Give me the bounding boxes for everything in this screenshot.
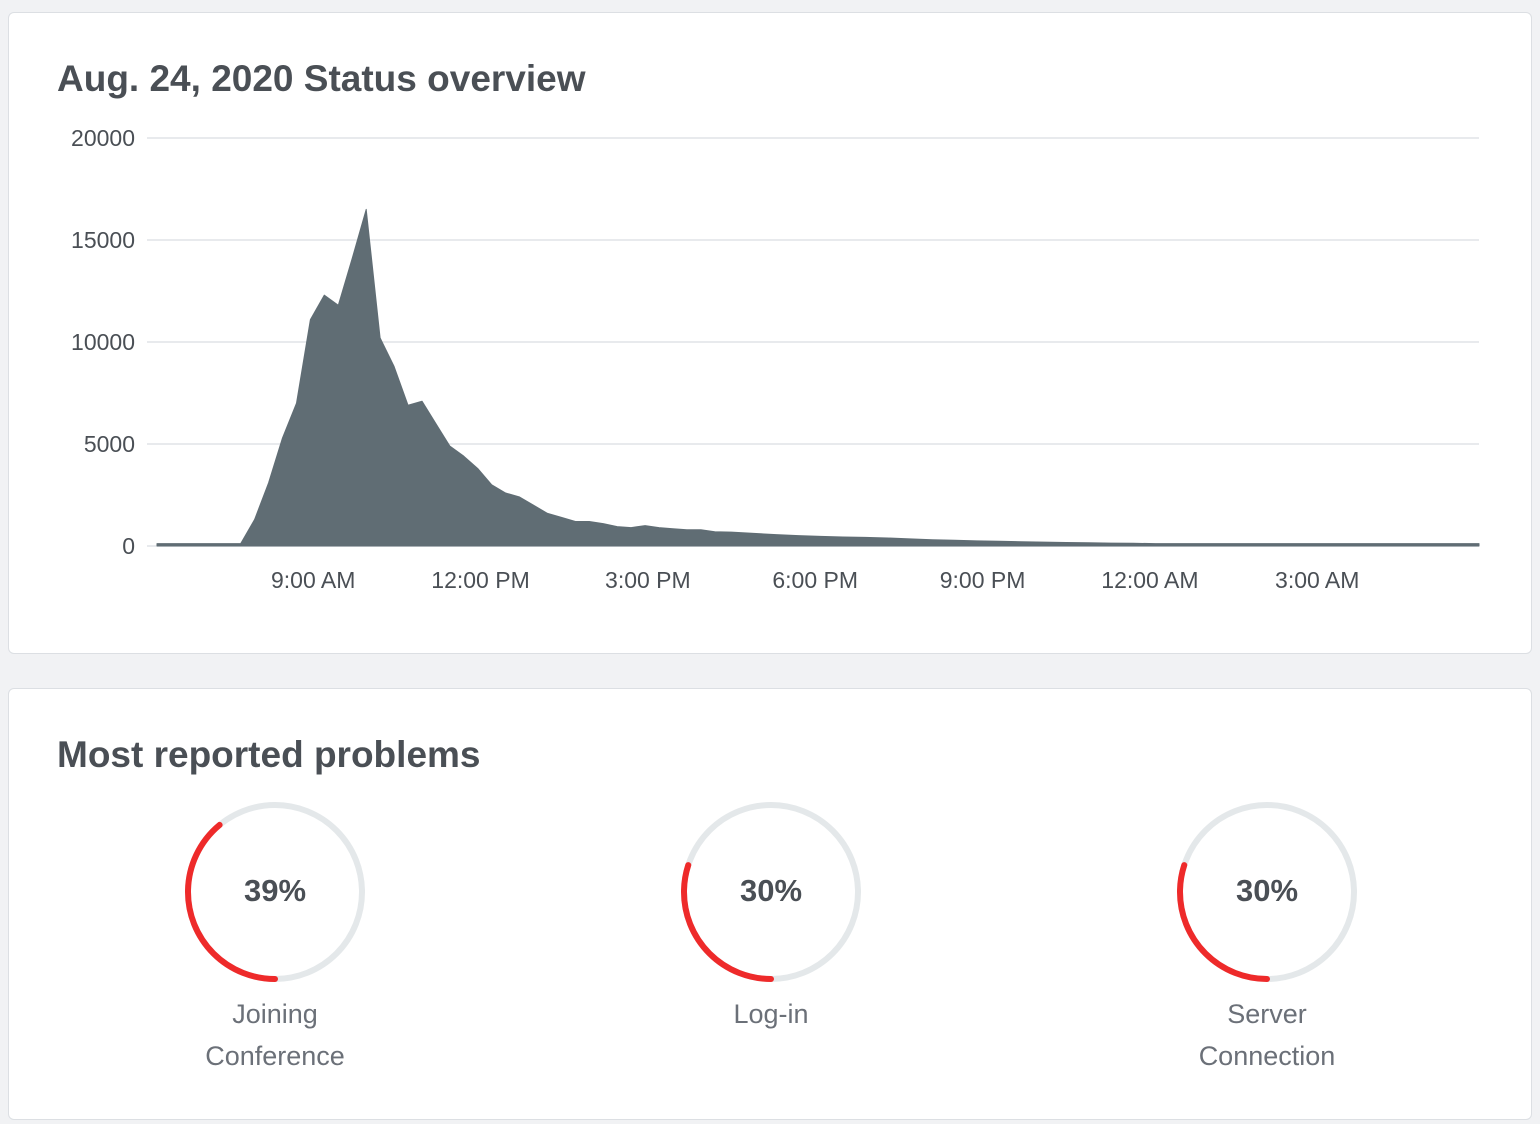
- problem-label-line: Conference: [205, 1041, 345, 1071]
- x-tick-label: 6:00 PM: [772, 567, 858, 593]
- problem-label-line: Joining: [232, 999, 318, 1029]
- x-tick-label: 3:00 AM: [1275, 567, 1359, 593]
- problem-ring: [681, 802, 861, 982]
- status-area-chart: 20000 15000 10000 5000 0 9:00 AM 12:00 PM 3:00 …: [71, 125, 1480, 593]
- problem-label: Log-in: [621, 993, 921, 1035]
- x-tick-label: 9:00 AM: [271, 567, 355, 593]
- status-overview-title: Aug. 24, 2020 Status overview: [57, 58, 586, 99]
- y-tick-label: 0: [122, 533, 135, 559]
- status-overview-card: Aug. 24, 2020 Status overview 20000 15000…: [8, 12, 1532, 654]
- problems-title: Most reported problems: [57, 734, 481, 775]
- problem-label-line: Log-in: [733, 999, 809, 1029]
- problem-percentage: 30%: [739, 873, 803, 908]
- y-tick-label: 5000: [84, 431, 135, 457]
- problem-ring: [1177, 802, 1357, 982]
- problem-percentage: 30%: [1235, 873, 1299, 908]
- most-reported-problems-card: Most reported problems 39% Joining Confe…: [8, 688, 1532, 1120]
- x-tick-label: 3:00 PM: [605, 567, 691, 593]
- problem-label-line: Connection: [1198, 1041, 1336, 1071]
- y-tick-label: 20000: [71, 125, 135, 151]
- problem-label: Joining Conference: [125, 993, 425, 1077]
- x-tick-label: 12:00 AM: [1101, 567, 1198, 593]
- problem-label-line: Server: [1227, 999, 1307, 1029]
- problem-joining-conference: 39% Joining Conference: [125, 801, 425, 1077]
- area-series: [156, 208, 1480, 547]
- problem-ring: [185, 802, 365, 982]
- problem-label: Server Connection: [1117, 993, 1417, 1077]
- problem-server-connection: 30% Server Connection: [1117, 801, 1417, 1077]
- y-tick-label: 15000: [71, 227, 135, 253]
- problem-log-in: 30% Log-in: [621, 801, 921, 1035]
- y-tick-label: 10000: [71, 329, 135, 355]
- problem-percentage: 39%: [243, 873, 307, 908]
- x-tick-label: 12:00 PM: [431, 567, 529, 593]
- x-tick-label: 9:00 PM: [940, 567, 1026, 593]
